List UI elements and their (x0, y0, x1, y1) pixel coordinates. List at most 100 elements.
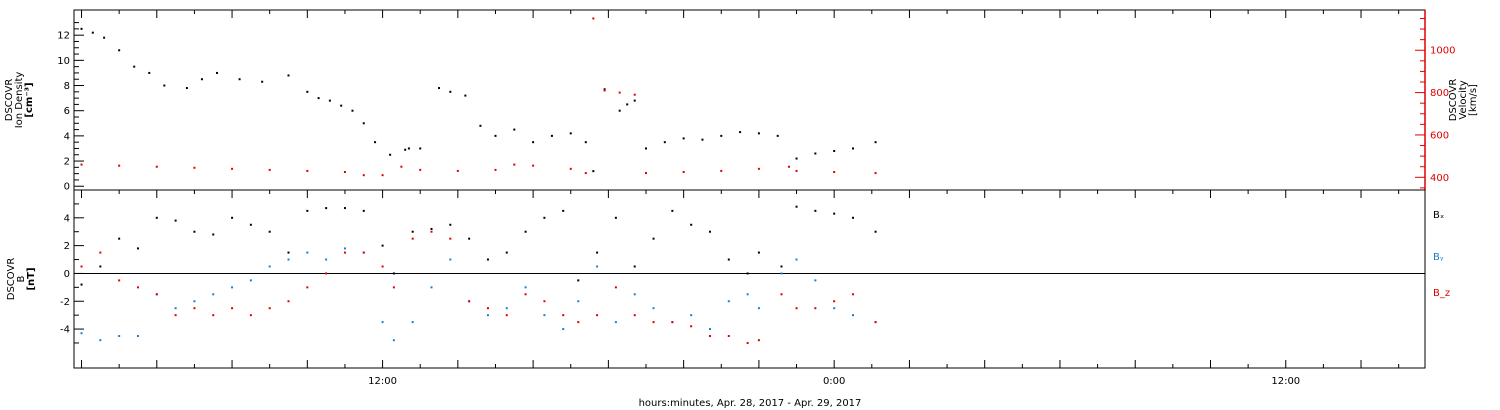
bx-point (562, 209, 565, 212)
velocity-point (494, 168, 497, 171)
by-point (596, 265, 599, 268)
bx-point (727, 258, 730, 261)
bz-point (874, 321, 877, 324)
y-axis-label-line: B (16, 275, 27, 282)
bx-point (80, 283, 83, 286)
density-point (306, 90, 309, 93)
bx-point (780, 265, 783, 268)
by-point (80, 332, 83, 335)
bx-point (543, 216, 546, 219)
velocity-point (569, 167, 572, 170)
density-point (438, 87, 441, 90)
density-point (795, 157, 798, 160)
density-point (833, 149, 836, 152)
y-tick-label-right: 400 (1430, 173, 1449, 184)
velocity-point (419, 168, 422, 171)
velocity-point (306, 169, 309, 172)
density-point (682, 137, 685, 140)
y-tick-label-left: 4 (64, 131, 70, 142)
bz-point (795, 307, 798, 310)
bz-point (411, 237, 414, 240)
bx-point (136, 247, 139, 250)
bx-point (392, 272, 395, 275)
bz-point (231, 307, 234, 310)
density-point (80, 27, 83, 30)
bx-point (249, 223, 252, 226)
velocity-point (757, 167, 760, 170)
density-point (238, 78, 241, 81)
density-point (407, 147, 410, 150)
density-point (91, 31, 94, 34)
y-tick-label-bottom: -4 (60, 325, 70, 336)
density-point (851, 147, 854, 150)
density-point (185, 87, 188, 90)
density-point (592, 170, 595, 173)
density-point (103, 36, 106, 39)
bz-point (614, 286, 617, 289)
density-point (645, 147, 648, 150)
by-point (449, 258, 452, 261)
bx-point (577, 279, 580, 282)
y-axis-label-line: DSCOVR (1448, 79, 1459, 122)
density-point (513, 128, 516, 131)
bx-point (690, 223, 693, 226)
bz-point (577, 321, 580, 324)
bx-point (833, 212, 836, 215)
legend-entry: B_z (1433, 288, 1450, 299)
velocity-point (633, 93, 636, 96)
by-point (193, 300, 196, 303)
density-point (216, 71, 219, 74)
density-point (200, 78, 203, 81)
by-point (746, 293, 749, 296)
bx-point (614, 216, 617, 219)
bz-point (690, 325, 693, 328)
bz-point (212, 314, 215, 317)
bz-point (449, 237, 452, 240)
density-point (814, 152, 817, 155)
bx-point (118, 237, 121, 240)
bx-point (174, 219, 177, 222)
bz-point (505, 314, 508, 317)
density-point (532, 141, 535, 144)
by-point (727, 300, 730, 303)
density-point (584, 141, 587, 144)
y-tick-label-left: 6 (64, 106, 70, 117)
density-point (287, 74, 290, 77)
velocity-point (155, 165, 158, 168)
bx-point (287, 251, 290, 254)
x-axis-label: hours:minutes, Apr. 28, 2017 - Apr. 29, … (639, 398, 862, 409)
bx-point (671, 209, 674, 212)
density-point (362, 122, 365, 125)
y-axis-label-line: Ion Density (14, 72, 25, 129)
by-point (780, 272, 783, 275)
y-axis-label-right: DSCOVRVelocity[km/s] (1448, 79, 1479, 122)
density-point (757, 132, 760, 135)
by-point (392, 339, 395, 342)
by-point (690, 314, 693, 317)
velocity-point (645, 172, 648, 175)
velocity-point (231, 167, 234, 170)
y-axis-label-line: DSCOVR (6, 258, 17, 301)
density-point (550, 134, 553, 137)
bx-point (468, 237, 471, 240)
bz-point (362, 251, 365, 254)
by-point (577, 300, 580, 303)
y-axis-label-line: Velocity (1458, 80, 1469, 119)
y-tick-label-left: 12 (57, 31, 70, 42)
bx-point (486, 258, 489, 261)
by-point (381, 321, 384, 324)
density-point (163, 84, 166, 87)
y-tick-label-bottom: 0 (64, 269, 70, 280)
velocity-point (603, 89, 606, 92)
by-point (708, 328, 711, 331)
bz-point (468, 300, 471, 303)
bx-point (851, 216, 854, 219)
y-tick-label-left: 2 (64, 157, 70, 168)
by-point (249, 279, 252, 282)
y-axis-label-line: [cm⁻³] (24, 82, 35, 117)
y-tick-label-left: 0 (64, 182, 70, 193)
by-point (136, 335, 139, 338)
y-axis-label-line: [km/s] (1468, 84, 1479, 116)
velocity-point (682, 171, 685, 173)
